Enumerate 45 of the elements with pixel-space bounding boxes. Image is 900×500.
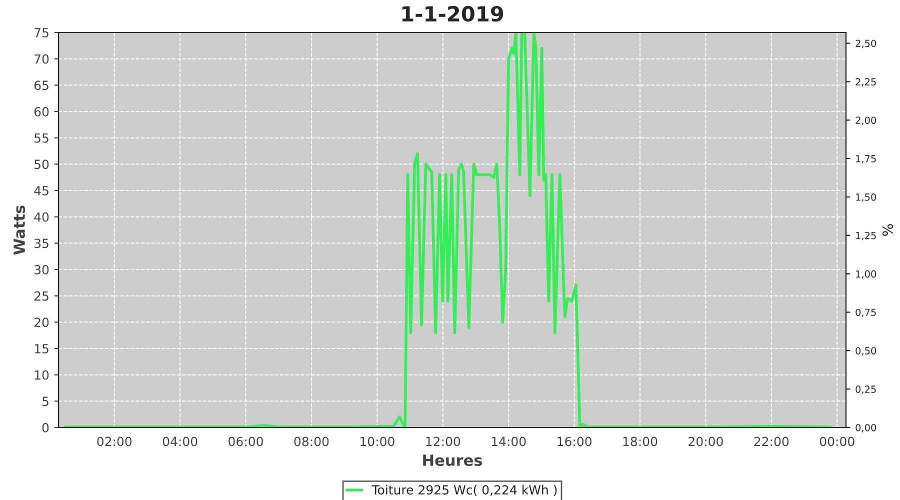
y2-tick-label: 2,25 (856, 78, 876, 87)
x-tick-label: 20:00 (688, 436, 723, 446)
y2-tick-label: 0,00 (856, 424, 876, 432)
y2-axis-title: % (882, 224, 893, 236)
y-tick-label: 15 (34, 344, 48, 354)
y-tick-label: 25 (34, 291, 48, 301)
x-tick-label: 16:00 (558, 436, 592, 446)
y-tick-label: 75 (34, 28, 48, 38)
y2-tick-label: 1,50 (856, 193, 876, 202)
x-tick-label: 06:00 (228, 436, 263, 446)
y-tick-label: 20 (34, 318, 49, 328)
x-tick-label: 12:00 (426, 436, 460, 446)
chart-title: 1-1-2019 (402, 6, 504, 22)
x-tick-label: 00:00 (820, 436, 854, 446)
y-axis-title: Watts (14, 206, 26, 255)
x-tick-label: 04:00 (162, 436, 198, 446)
x-tick-label: 22:00 (754, 436, 789, 446)
x-axis-title: Heures (423, 454, 482, 466)
x-tick-label: 18:00 (623, 436, 658, 446)
y-tick-label: 70 (34, 54, 49, 64)
y-tick-label: 60 (34, 106, 49, 116)
y-tick-label: 30 (34, 264, 49, 274)
x-tick-label: 08:00 (294, 436, 329, 446)
y2-tick-label: 0,50 (856, 347, 876, 356)
y2-tick-label: 0,25 (856, 386, 876, 394)
y-tick-label: 35 (34, 238, 48, 248)
y-tick-label: 55 (34, 133, 48, 143)
x-tick-label: 02:00 (97, 436, 132, 446)
legend-label: Toiture 2925 Wc( 0,224 kWh ) (372, 484, 557, 496)
y-tick-label: 50 (34, 160, 49, 170)
y2-tick-label: 1,75 (856, 155, 876, 164)
y-tick-label: 0 (42, 422, 49, 432)
y-tick-label: 65 (34, 80, 48, 90)
y-tick-label: 45 (34, 186, 48, 196)
y2-tick-label: 2,00 (856, 116, 876, 125)
y2-tick-label: 1,25 (856, 232, 876, 240)
y2-tick-label: 2,50 (856, 40, 876, 48)
y2-tick-label: 0,75 (856, 308, 876, 318)
y-tick-label: 40 (34, 212, 49, 222)
y-tick-label: 10 (34, 370, 49, 380)
x-tick-label: 14:00 (492, 436, 526, 446)
y-tick-label: 5 (42, 396, 48, 406)
x-tick-label: 10:00 (360, 436, 394, 446)
line-series (64, 32, 832, 428)
y2-tick-label: 1,00 (856, 270, 876, 279)
